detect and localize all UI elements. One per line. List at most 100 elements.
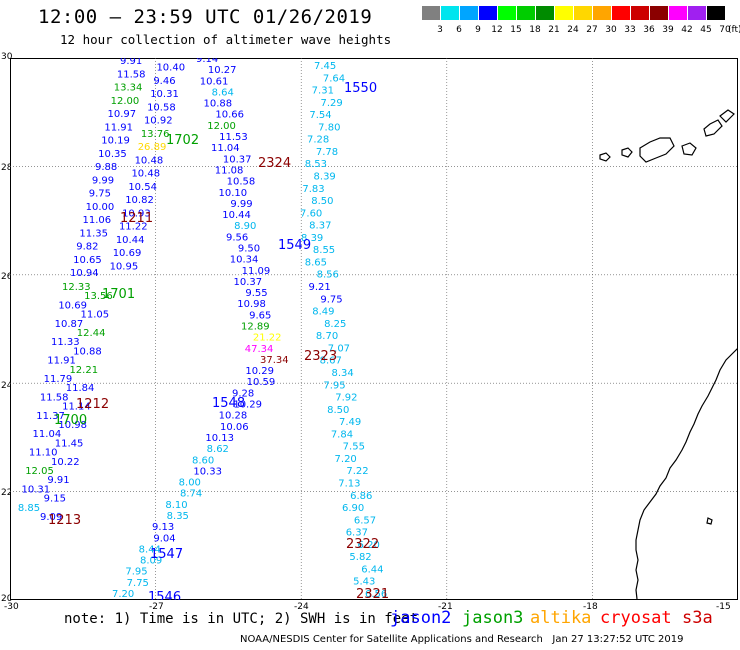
swh-value: 6.20 (358, 540, 380, 551)
colorbar-label: 70 (719, 25, 731, 35)
lat-label: 28 (1, 163, 13, 173)
track-id-label: 1702 (166, 133, 199, 148)
swh-value: 7.55 (343, 442, 365, 453)
swh-value: 26.89 (138, 142, 167, 153)
swh-value: 8.50 (327, 405, 349, 416)
swh-value: 5.82 (349, 552, 371, 563)
swh-value: 7.29 (321, 98, 343, 109)
swh-value: 10.10 (219, 188, 248, 199)
swh-value: 6.56 (365, 589, 387, 600)
canary-islands (703, 119, 723, 137)
swh-value: 9.28 (232, 388, 254, 399)
colorbar-swatch (612, 6, 630, 20)
swh-value: 9.55 (245, 288, 267, 299)
coastline (599, 109, 738, 600)
swh-value: 10.00 (86, 202, 115, 213)
colorbar-swatch (555, 6, 573, 20)
legend-jason2: jason2 (390, 608, 452, 628)
colorbar-swatch (669, 6, 687, 20)
swh-value: 11.91 (47, 356, 76, 367)
swh-value: 9.88 (95, 162, 117, 173)
swh-value: 8.49 (312, 307, 334, 318)
colorbar-label: 12 (491, 25, 503, 35)
map-title: 12:00 – 23:59 UTC 01/26/2019 (38, 6, 373, 28)
swh-value: 8.56 (317, 270, 339, 281)
swh-value: 10.29 (245, 366, 274, 377)
swh-value: 11.91 (104, 122, 133, 133)
swh-value: 12.05 (25, 466, 54, 477)
swh-value: 9.15 (44, 494, 66, 505)
swh-value: 9.50 (238, 243, 260, 254)
swh-value: 10.22 (51, 457, 80, 468)
swh-value: 8.35 (167, 511, 189, 522)
swh-value: 10.88 (73, 346, 102, 357)
swh-value: 7.95 (323, 380, 345, 391)
lat-label: 22 (1, 488, 13, 498)
swh-value: 12.00 (111, 96, 140, 107)
swh-value: 11.08 (215, 165, 244, 176)
swh-value: 10.33 (193, 466, 222, 477)
lon-label: -24 (294, 602, 309, 612)
track-id-label: 2321 (356, 587, 389, 600)
colorbar-swatch (460, 6, 478, 20)
swh-value: 11.33 (51, 337, 80, 348)
swh-value: 7.13 (338, 478, 360, 489)
swh-value: 8.64 (212, 87, 234, 98)
swh-value: 5.43 (353, 577, 375, 588)
colorbar-label: 24 (567, 25, 579, 35)
swh-value: 13.76 (141, 129, 170, 140)
swh-value: 9.99 (92, 175, 114, 186)
africa-coastline (635, 347, 738, 600)
swh-value: 10.44 (222, 210, 251, 221)
colorbar-label: 15 (510, 25, 522, 35)
swh-value: 11.22 (119, 222, 148, 233)
canary-islands (639, 137, 675, 163)
swh-value: 9.46 (153, 76, 175, 87)
swh-value: 11.35 (79, 228, 108, 239)
swh-value: 8.53 (305, 159, 327, 170)
colorbar-label: 36 (643, 25, 655, 35)
track-id-label: 1549 (278, 238, 311, 253)
swh-value: 9.65 (249, 310, 271, 321)
swh-value: 10.27 (208, 65, 237, 76)
swh-value: 10.88 (204, 99, 233, 110)
swh-value: 11.10 (29, 448, 58, 459)
swh-value: 8.85 (18, 503, 40, 514)
swh-value: 11.45 (55, 438, 84, 449)
swh-value: 9.75 (320, 294, 342, 305)
lon-label: -30 (4, 602, 19, 612)
swh-value: 10.98 (237, 299, 266, 310)
swh-value: 10.37 (223, 154, 252, 165)
colorbar-swatch (517, 6, 535, 20)
swh-value: 11.06 (83, 215, 112, 226)
legend-s3a: s3a (682, 608, 713, 628)
swh-value: 6.37 (346, 528, 368, 539)
swh-value: 7.95 (125, 567, 147, 578)
swh-value: 11.53 (219, 132, 248, 143)
colorbar-swatch (422, 6, 440, 20)
swh-value: 7.28 (307, 135, 329, 146)
swh-value: 10.98 (58, 420, 87, 431)
swh-value: 8.60 (192, 455, 214, 466)
swh-value: 7.83 (302, 184, 324, 195)
track-id-label: 1546 (148, 590, 181, 600)
swh-value: 7.45 (314, 61, 336, 72)
swh-value: 8.55 (313, 245, 335, 256)
track-id-label: 1550 (344, 81, 377, 96)
colorbar-swatch (536, 6, 554, 20)
wave-height-map: 7.457.64 7.317.297.547.80 7.287.788.53 8.39… (10, 58, 738, 600)
lon-label: -15 (716, 602, 731, 612)
lon-label: -21 (438, 602, 453, 612)
swh-value: 7.64 (323, 73, 345, 84)
swh-value: 8.62 (207, 444, 229, 455)
track-id-label: 1548 (212, 396, 245, 411)
swh-value: 12.00 (207, 121, 236, 132)
colorbar-label: 33 (624, 25, 636, 35)
map-subtitle: 12 hour collection of altimeter wave hei… (60, 32, 392, 47)
swh-value: 10.95 (110, 261, 139, 272)
swh-value: 8.25 (324, 319, 346, 330)
colorbar-swatch (631, 6, 649, 20)
colorbar-label: 27 (586, 25, 598, 35)
swh-value: 11.04 (33, 429, 62, 440)
swh-value: 21.22 (253, 333, 282, 344)
